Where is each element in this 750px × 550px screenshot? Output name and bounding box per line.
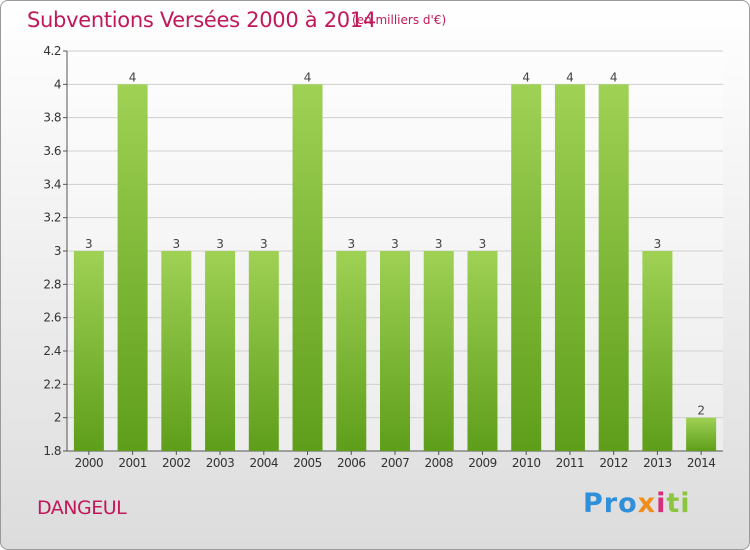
proxiti-logo: Proxiti bbox=[583, 488, 691, 519]
bar-2006 bbox=[336, 251, 367, 451]
x-tick-label-2004: 2004 bbox=[250, 456, 279, 470]
y-tick-label: 2.8 bbox=[43, 277, 61, 291]
bar-2000 bbox=[73, 251, 104, 451]
bar-2007 bbox=[380, 251, 410, 451]
bar-chart: 1.8 2 2.2 2.4 2.6 2.8 3 3.2 3.4 3.6 3.8 4 4.2 3 2000 4 2… bbox=[43, 44, 723, 470]
x-tick-label-2009: 2009 bbox=[468, 456, 497, 470]
data-label-2014: 2 bbox=[697, 404, 705, 418]
y-tick-label: 2 bbox=[54, 411, 61, 425]
x-tick-label-2008: 2008 bbox=[424, 456, 453, 470]
bar-2002 bbox=[161, 251, 192, 451]
x-tick-label-2005: 2005 bbox=[293, 456, 322, 470]
bar-2013 bbox=[642, 251, 673, 451]
x-tick-label-2012: 2012 bbox=[599, 456, 628, 470]
data-label-2011: 4 bbox=[566, 70, 574, 84]
logo-part-3: i bbox=[656, 488, 667, 519]
logo-part-4: ti bbox=[666, 488, 691, 519]
y-tick-label: 3 bbox=[54, 244, 61, 258]
data-label-2008: 3 bbox=[435, 237, 443, 251]
x-tick-label-2010: 2010 bbox=[512, 456, 541, 470]
place-name: DANGEUL bbox=[37, 497, 127, 519]
x-tick-label-2006: 2006 bbox=[337, 456, 366, 470]
y-tick-label: 2.6 bbox=[43, 311, 61, 325]
bar-2009 bbox=[467, 251, 498, 451]
bar-2014 bbox=[686, 417, 717, 451]
data-label-2004: 3 bbox=[260, 237, 268, 251]
y-tick-label: 4 bbox=[54, 77, 61, 91]
data-label-2012: 4 bbox=[610, 70, 618, 84]
data-label-2007: 3 bbox=[391, 237, 399, 251]
bar-2010 bbox=[511, 84, 542, 451]
bar-2008 bbox=[423, 251, 454, 451]
bar-2005 bbox=[292, 84, 323, 451]
bar-2001 bbox=[117, 84, 148, 451]
data-label-2013: 3 bbox=[654, 237, 662, 251]
chart-subtitle: (en milliers d'€) bbox=[352, 13, 447, 27]
y-tick-label: 2.4 bbox=[43, 344, 61, 358]
y-tick-label: 1.8 bbox=[43, 444, 61, 458]
bar-2003 bbox=[205, 251, 236, 451]
x-tick-label-2001: 2001 bbox=[118, 456, 147, 470]
chart-title: Subventions Versées 2000 à 2014 bbox=[27, 8, 376, 32]
logo-part-1: Pro bbox=[583, 488, 638, 519]
data-label-2006: 3 bbox=[347, 237, 355, 251]
data-label-2009: 3 bbox=[479, 237, 487, 251]
data-label-2005: 4 bbox=[304, 70, 312, 84]
x-tick-label-2013: 2013 bbox=[643, 456, 672, 470]
data-label-2002: 3 bbox=[173, 237, 181, 251]
x-tick-label-2002: 2002 bbox=[162, 456, 191, 470]
bar-2011 bbox=[554, 84, 585, 451]
y-tick-label: 3.4 bbox=[43, 177, 61, 191]
y-tick-label: 3.8 bbox=[43, 111, 61, 125]
x-tick-label-2007: 2007 bbox=[381, 456, 410, 470]
x-tick-label-2000: 2000 bbox=[75, 456, 104, 470]
x-tick-label-2003: 2003 bbox=[206, 456, 235, 470]
x-tick-label-2014: 2014 bbox=[687, 456, 716, 470]
x-tick-label-2011: 2011 bbox=[556, 456, 585, 470]
data-label-2010: 4 bbox=[522, 70, 530, 84]
data-label-2001: 4 bbox=[129, 70, 137, 84]
data-label-2000: 3 bbox=[85, 237, 93, 251]
y-tick-label: 3.2 bbox=[43, 211, 61, 225]
y-tick-label: 2.2 bbox=[43, 377, 61, 391]
y-tick-label: 4.2 bbox=[43, 44, 61, 58]
bar-2004 bbox=[248, 251, 279, 451]
bar-2012 bbox=[598, 84, 629, 451]
y-tick-label: 3.6 bbox=[43, 144, 61, 158]
data-label-2003: 3 bbox=[216, 237, 224, 251]
logo-part-2: x bbox=[637, 488, 657, 519]
